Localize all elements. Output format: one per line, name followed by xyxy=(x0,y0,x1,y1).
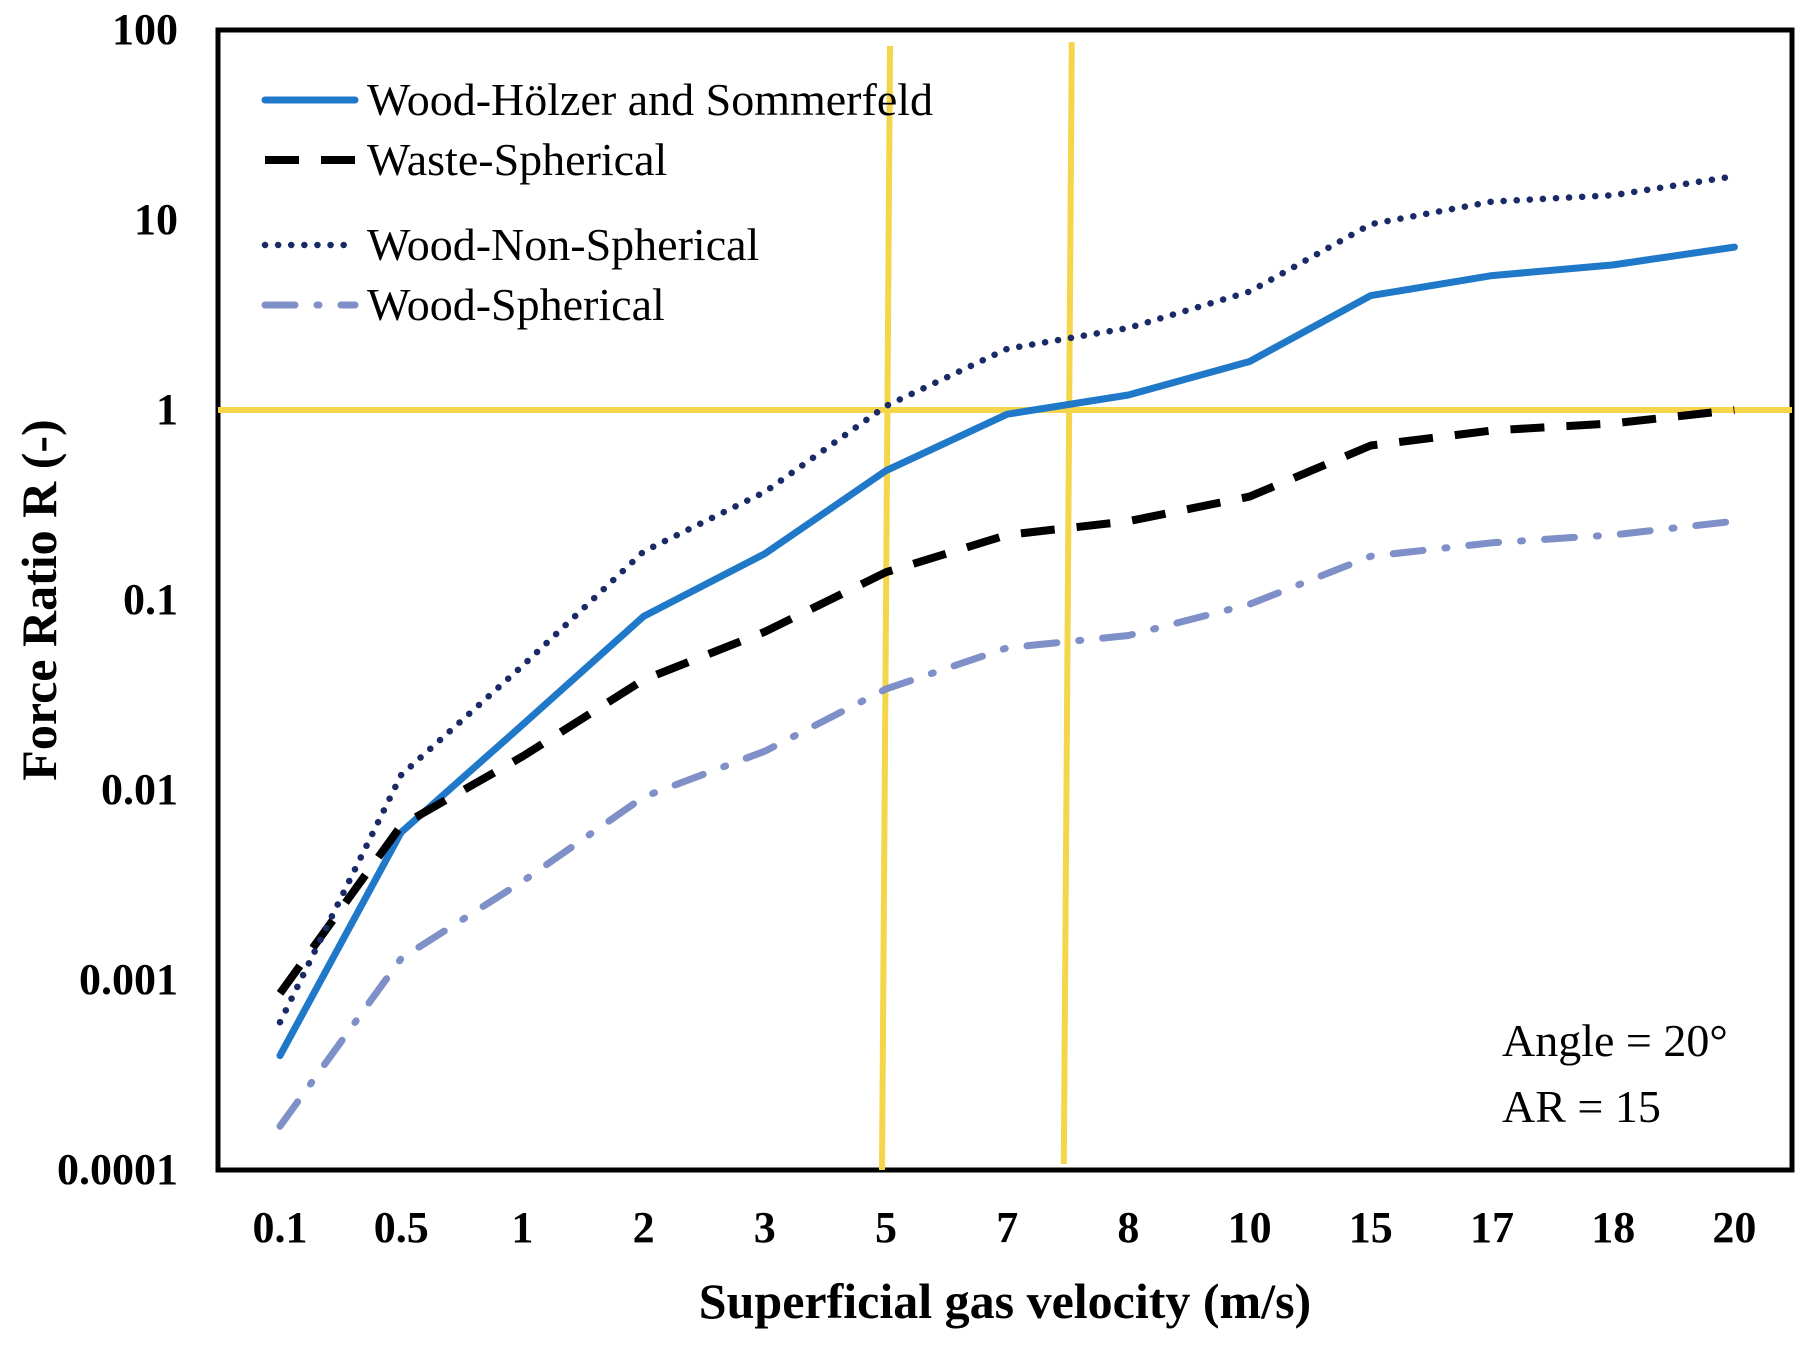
data-point xyxy=(278,1020,282,1024)
data-point xyxy=(278,1054,282,1058)
x-tick-label: 5 xyxy=(875,1203,897,1252)
series-line-wood-h-lzer-and-sommerfeld xyxy=(276,243,1738,1060)
x-tick-label: 1 xyxy=(511,1203,533,1252)
plot-area-frame xyxy=(215,27,1795,1173)
data-point xyxy=(1611,193,1615,197)
data-point xyxy=(763,490,767,494)
data-point xyxy=(399,956,403,960)
y-tick-label: 0.001 xyxy=(79,955,178,1004)
y-tick-label: 100 xyxy=(112,5,178,54)
y-axis-title: Force Ratio R (-) xyxy=(11,419,67,780)
y-tick-label: 1 xyxy=(156,385,178,434)
data-point xyxy=(1611,421,1615,425)
data-point xyxy=(520,664,524,668)
x-tick-label: 15 xyxy=(1349,1203,1393,1252)
data-point xyxy=(1126,519,1130,523)
data-point xyxy=(1490,200,1494,204)
y-tick-label: 0.1 xyxy=(123,575,178,624)
data-point xyxy=(399,773,403,777)
data-point xyxy=(1005,347,1009,351)
x-tick-label: 17 xyxy=(1470,1203,1514,1252)
data-point xyxy=(1611,263,1615,267)
series-line-wood-non-spherical xyxy=(276,172,1738,1026)
data-point xyxy=(884,687,888,691)
data-point xyxy=(1005,533,1009,537)
reference-line-vertical xyxy=(879,45,893,1171)
x-tick-label: 18 xyxy=(1591,1203,1635,1252)
data-point xyxy=(642,678,646,682)
data-point xyxy=(1126,326,1130,330)
data-point xyxy=(884,469,888,473)
data-point xyxy=(1248,602,1252,606)
data-point xyxy=(1490,541,1494,545)
data-point xyxy=(278,1124,282,1128)
data-point xyxy=(399,824,403,828)
data-point xyxy=(1005,646,1009,650)
data-point xyxy=(1248,290,1252,294)
data-point xyxy=(1490,274,1494,278)
data-point xyxy=(278,991,282,995)
x-tick-label: 10 xyxy=(1228,1203,1272,1252)
data-point xyxy=(642,614,646,618)
x-tick-label: 0.5 xyxy=(374,1203,429,1252)
legend-label: Wood-Hölzer and Sommerfeld xyxy=(367,74,933,125)
data-point xyxy=(1732,245,1736,249)
data-point xyxy=(1126,393,1130,397)
x-tick-label: 3 xyxy=(754,1203,776,1252)
data-point xyxy=(1126,634,1130,638)
x-tick-label: 2 xyxy=(633,1203,655,1252)
x-tick-label: 8 xyxy=(1117,1203,1139,1252)
x-tick-label: 20 xyxy=(1712,1203,1756,1252)
data-point xyxy=(763,630,767,634)
legend-label: Wood-Spherical xyxy=(367,279,665,330)
x-axis-title: Superficial gas velocity (m/s) xyxy=(699,1273,1311,1329)
data-point xyxy=(1732,174,1736,178)
legend-label: Wood-Non-Spherical xyxy=(367,219,759,270)
series-line-waste-spherical xyxy=(276,406,1735,996)
data-point xyxy=(884,570,888,574)
data-point xyxy=(1611,533,1615,537)
data-point xyxy=(1369,444,1373,448)
x-tick-label: 7 xyxy=(996,1203,1018,1252)
data-point xyxy=(763,552,767,556)
data-point xyxy=(1369,294,1373,298)
data-point xyxy=(642,795,646,799)
x-tick-label: 0.1 xyxy=(253,1203,308,1252)
data-point xyxy=(1369,222,1373,226)
annotation-angle: Angle = 20° xyxy=(1502,1015,1728,1066)
data-point xyxy=(1732,408,1736,412)
data-point xyxy=(1248,495,1252,499)
data-point xyxy=(520,723,524,727)
data-point xyxy=(520,755,524,759)
annotation-aspect-ratio: AR = 15 xyxy=(1502,1081,1661,1132)
data-point xyxy=(1248,359,1252,363)
data-point xyxy=(1732,519,1736,523)
y-tick-label: 0.0001 xyxy=(57,1145,178,1194)
data-point xyxy=(520,879,524,883)
data-point xyxy=(642,549,646,553)
data-point xyxy=(884,404,888,408)
series-line-wood-spherical xyxy=(276,517,1738,1130)
legend-label: Waste-Spherical xyxy=(367,134,667,185)
reference-line-vertical xyxy=(1060,41,1075,1165)
data-point xyxy=(1005,412,1009,416)
y-tick-label: 10 xyxy=(134,195,178,244)
y-tick-label: 0.01 xyxy=(101,765,178,814)
data-point xyxy=(1369,554,1373,558)
data-point xyxy=(1490,429,1494,433)
data-point xyxy=(763,749,767,753)
